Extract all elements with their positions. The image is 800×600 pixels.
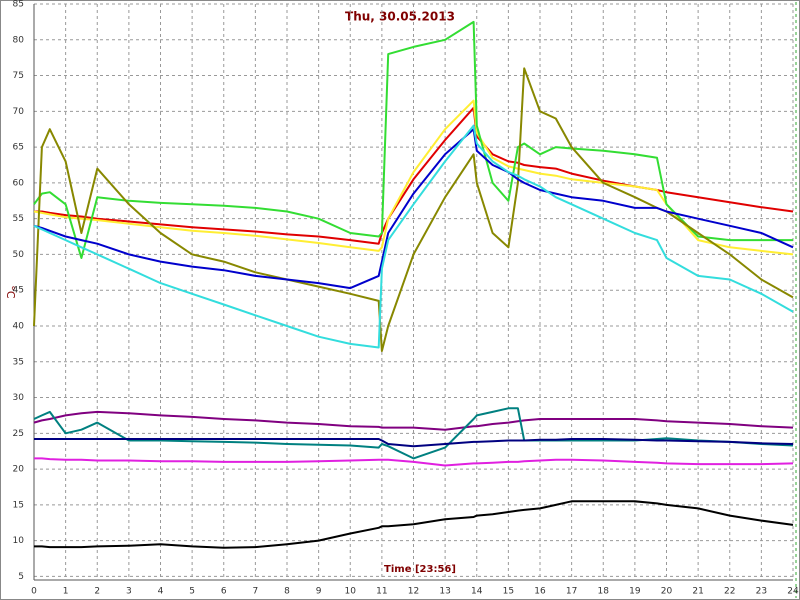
series-line (33, 410, 794, 431)
x-tick-label: 8 (284, 587, 290, 597)
y-tick-label: 85 (13, 0, 24, 10)
chart-title: Thu, 30.05.2013 (345, 10, 455, 24)
y-tick-label: 5 (18, 572, 24, 582)
series-line (34, 438, 794, 448)
x-tick-label: 23 (756, 587, 767, 597)
x-tick-label: 3 (126, 587, 132, 597)
y-tick-label: 20 (13, 465, 25, 475)
y-tick-label: 10 (13, 536, 25, 546)
x-tick-label: 17 (566, 587, 577, 597)
x-tick-label: 1 (63, 587, 69, 597)
y-tick-label: 45 (13, 286, 24, 296)
x-tick-label: 9 (316, 587, 322, 597)
x-tick-label: 20 (661, 587, 673, 597)
x-tick-label: 0 (31, 587, 37, 597)
series-line (33, 124, 794, 349)
y-tick-label: 40 (13, 321, 25, 331)
y-tick-label: 80 (13, 35, 25, 45)
x-tick-label: 24 (787, 587, 799, 597)
x-tick-label: 22 (724, 587, 735, 597)
x-tick-label: 18 (598, 587, 610, 597)
y-tick-label: 55 (13, 214, 24, 224)
x-tick-label: 21 (692, 587, 703, 597)
y-tick-label: 65 (13, 143, 24, 153)
x-tick-label: 10 (345, 587, 357, 597)
series-line (33, 67, 794, 352)
x-tick-label: 11 (376, 587, 387, 597)
x-tick-label: 7 (253, 587, 259, 597)
x-tick-label: 6 (221, 587, 227, 597)
y-tick-label: 70 (13, 107, 25, 117)
x-tick-label: 2 (94, 587, 100, 597)
y-tick-label: 15 (13, 500, 24, 510)
x-tick-label: 15 (503, 587, 514, 597)
x-tick-label: 13 (439, 587, 450, 597)
y-axis-label: °C (4, 285, 17, 299)
series-line (33, 128, 794, 290)
y-tick-label: 75 (13, 71, 24, 81)
x-tick-label: 14 (471, 587, 483, 597)
x-tick-label: 16 (534, 587, 546, 597)
x-tick-label: 12 (408, 587, 419, 597)
y-tick-label: 35 (13, 357, 24, 367)
series-line (34, 500, 794, 549)
y-tick-label: 30 (13, 393, 25, 403)
y-tick-label: 60 (13, 178, 25, 188)
series-line (33, 99, 794, 256)
x-tick-label: 5 (189, 587, 195, 597)
x-tick-label: 4 (158, 587, 164, 597)
series-line (34, 457, 794, 467)
series-line (33, 20, 793, 259)
x-axis-label: Time [23:56] (384, 564, 456, 575)
x-tick-label: 19 (629, 587, 641, 597)
y-tick-label: 25 (13, 429, 24, 439)
y-tick-label: 50 (13, 250, 25, 260)
